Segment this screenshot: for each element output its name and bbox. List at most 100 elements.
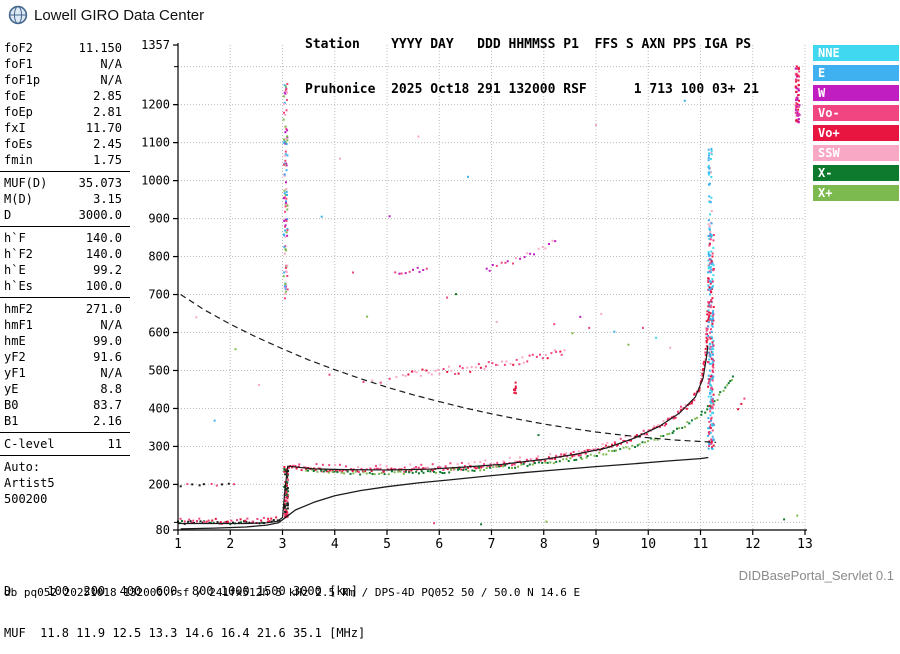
- param-label: yF1: [4, 366, 26, 380]
- param-row-fof2: foF2 11.150: [0, 40, 130, 56]
- y-axis-tick-label: 500: [148, 363, 170, 377]
- series-E-region-echo-top: [179, 516, 278, 524]
- param-row-fxi: fxI 11.70: [0, 120, 130, 136]
- series-true-height-profile-line: [180, 456, 709, 530]
- param-value: 271.0: [85, 302, 122, 316]
- param-row-mufd: MUF(D) 35.073: [0, 175, 130, 191]
- y-axis-tick-label: 200: [148, 477, 170, 491]
- param-label: hmE: [4, 334, 26, 348]
- y-axis-tick-label: 1000: [141, 174, 170, 188]
- auto-scaler-line: Artist5: [4, 476, 55, 490]
- param-row-he: h`E 99.2: [0, 262, 130, 278]
- param-value: N/A: [100, 318, 122, 332]
- param-row-hmf1: hmF1 N/A: [0, 317, 130, 333]
- param-value: 11: [107, 437, 122, 451]
- param-row-ye: yE 8.8: [0, 381, 130, 397]
- param-value: 140.0: [85, 247, 122, 261]
- legend-item-w: W: [813, 85, 899, 101]
- param-label: foE: [4, 89, 26, 103]
- series-trace-fit-line: [178, 345, 709, 525]
- legend-item-e: E: [813, 65, 899, 81]
- param-value: 100.0: [85, 279, 122, 293]
- ionogram-plot: 1 2 3 4 5 6 7 8 9 10 11 12 1313571200110010009008007…: [141, 38, 813, 552]
- panel-separator: [0, 297, 130, 298]
- param-row-fof1p: foF1p N/A: [0, 72, 130, 88]
- param-value: 3.15: [93, 192, 122, 206]
- param-row-foe: foE 2.85: [0, 88, 130, 104]
- param-value: 35.073: [78, 176, 122, 190]
- param-label: B1: [4, 414, 19, 428]
- x-axis-tick-label: 1: [174, 537, 182, 552]
- param-label: fmin: [4, 153, 33, 167]
- param-value: 11.150: [78, 41, 122, 55]
- param-value: 91.6: [93, 350, 122, 364]
- muf-row: MUF 11.8 11.9 12.5 13.3 14.6 16.4 21.6 3…: [4, 626, 366, 640]
- series-scatter-noise: [195, 99, 799, 526]
- series-F2-second-hop: [402, 349, 566, 377]
- param-row-fmin: fmin 1.75: [0, 152, 130, 168]
- plot-grid: [178, 45, 806, 530]
- param-label: M(D): [4, 192, 33, 206]
- brand-title: Lowell GIRO Data Center: [34, 6, 205, 24]
- series-muf-transmission-curve: [180, 293, 717, 443]
- param-value: 2.16: [93, 414, 122, 428]
- param-row-yf1: yF1 N/A: [0, 365, 130, 381]
- series-E-multiple-column: [282, 83, 289, 300]
- x-axis-tick-label: 2: [226, 537, 234, 552]
- param-value: 83.7: [93, 398, 122, 412]
- param-row-foep: foEp 2.81: [0, 104, 130, 120]
- series-E-cusp-column: [283, 466, 290, 519]
- param-row-b0: B0 83.7: [0, 397, 130, 413]
- series-second-hop-E: [179, 482, 235, 488]
- param-value: 11.70: [85, 121, 122, 135]
- series-red-spur-7.5: [513, 381, 517, 395]
- y-axis-tick-label: 300: [148, 439, 170, 453]
- param-value: 2.45: [93, 137, 122, 151]
- param-label: yE: [4, 382, 19, 396]
- param-label: h`F2: [4, 247, 33, 261]
- param-value: 99.2: [93, 263, 122, 277]
- param-label: yF2: [4, 350, 26, 364]
- echo-direction-legend: NNE E W Vo- Vo+ SSW X- X+: [813, 45, 899, 205]
- brand: Lowell GIRO Data Center: [8, 5, 204, 25]
- y-axis-tick-label: 1357: [141, 38, 170, 52]
- x-axis-tick-label: 3: [279, 537, 287, 552]
- param-row-hf: h`F 140.0: [0, 230, 130, 246]
- legend-item-vo-plus: Vo+: [813, 125, 899, 141]
- param-row-clevel: C-level 11: [0, 436, 130, 452]
- series-foF2-spread-column: [707, 232, 715, 450]
- param-label: foF1p: [4, 73, 41, 87]
- param-label: h`F: [4, 231, 26, 245]
- param-label: h`E: [4, 263, 26, 277]
- y-axis-tick-label: 600: [148, 326, 170, 340]
- plot-axes: 1 2 3 4 5 6 7 8 9 10 11 12 1313571200110010009008007…: [141, 38, 813, 552]
- param-label: hmF2: [4, 302, 33, 316]
- param-row-md: M(D) 3.15: [0, 191, 130, 207]
- series-F-trace-O-spread: [292, 404, 687, 471]
- param-value: N/A: [100, 73, 122, 87]
- param-label: hmF1: [4, 318, 33, 332]
- param-value: 99.0: [93, 334, 122, 348]
- series-F-trace-O: [287, 310, 711, 473]
- legend-item-vo-minus: Vo-: [813, 105, 899, 121]
- param-row-yf2: yF2 91.6: [0, 349, 130, 365]
- auto-scaler-line: 500200: [4, 492, 48, 506]
- param-label: foEs: [4, 137, 33, 151]
- x-axis-tick-label: 11: [693, 537, 709, 552]
- param-label: C-level: [4, 437, 55, 451]
- param-row-foes: foEs 2.45: [0, 136, 130, 152]
- station-header: Station YYYY DAY DDD HHMMSS P1 FFS S AXN…: [305, 7, 759, 112]
- series-second-hop-left-sparse: [362, 375, 398, 384]
- series-interference-column-12.9: [794, 65, 801, 124]
- y-axis-tick-label: 800: [148, 250, 170, 264]
- param-label: D: [4, 208, 12, 222]
- station-header-line1: Station YYYY DAY DDD HHMMSS P1 FFS S AXN…: [305, 37, 752, 52]
- x-axis-tick-label: 6: [435, 537, 443, 552]
- auto-scaler-line: Auto:: [4, 460, 41, 474]
- param-row-b1: B1 2.16: [0, 413, 130, 429]
- x-axis-tick-label: 12: [745, 537, 761, 552]
- legend-item-x-plus: X+: [813, 185, 899, 201]
- station-header-line2: Pruhonice 2025 Oct18 291 132000 RSF 1 71…: [305, 82, 759, 97]
- param-value: 8.8: [100, 382, 122, 396]
- x-axis-tick-label: 4: [331, 537, 339, 552]
